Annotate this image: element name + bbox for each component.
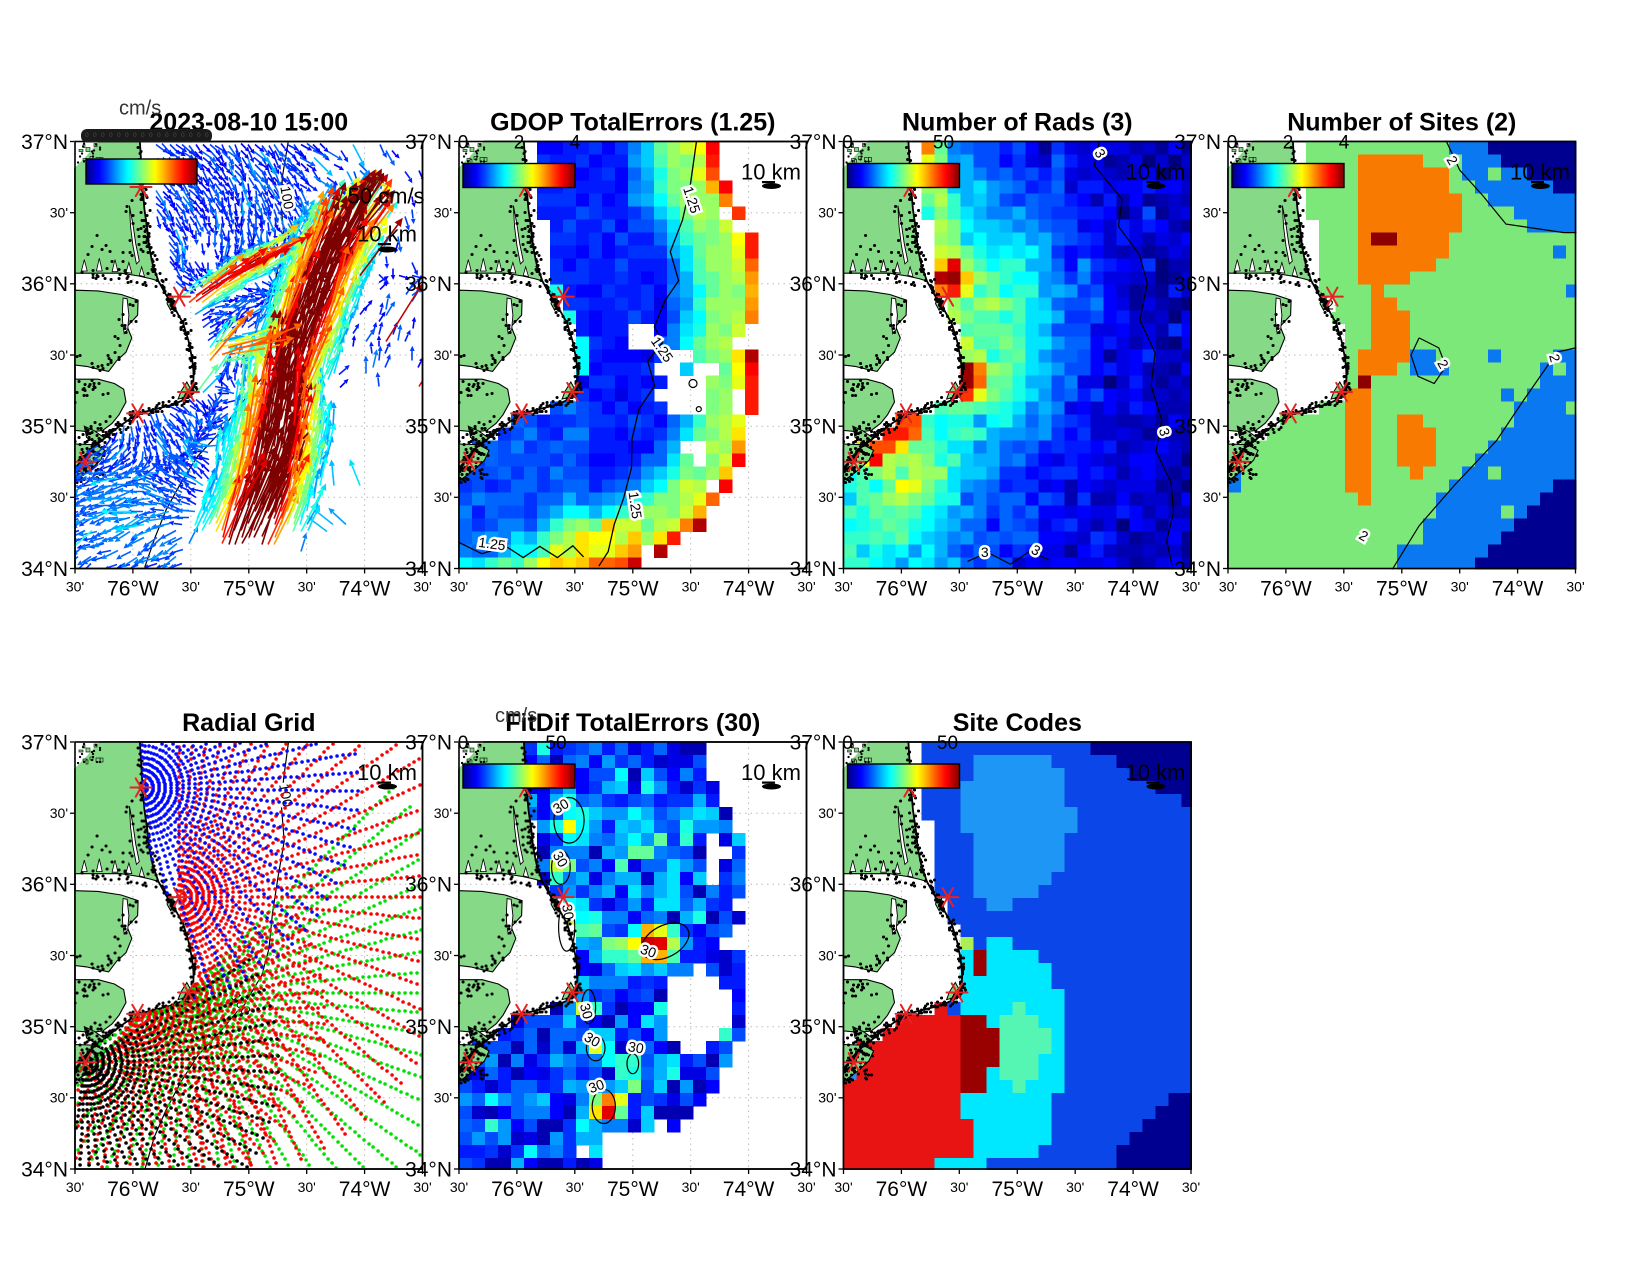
svg-text:10 km: 10 km <box>357 222 417 247</box>
svg-text:0: 0 <box>157 132 161 139</box>
svg-text:cm/s: cm/s <box>495 705 537 727</box>
svg-text:Radial Grid: Radial Grid <box>182 709 315 737</box>
svg-text:100: 100 <box>276 782 296 808</box>
svg-text:0: 0 <box>109 132 113 139</box>
svg-text:100: 100 <box>277 185 297 211</box>
svg-text:50: 50 <box>545 733 566 754</box>
svg-text:0: 0 <box>458 733 469 754</box>
svg-text:0: 0 <box>141 132 145 139</box>
svg-text:4: 4 <box>1339 133 1350 154</box>
svg-text:0: 0 <box>117 132 121 139</box>
svg-text:0: 0 <box>133 132 137 139</box>
svg-text:0: 0 <box>149 132 153 139</box>
svg-text:2: 2 <box>1283 133 1294 154</box>
svg-text:0: 0 <box>93 132 97 139</box>
svg-text:2: 2 <box>514 133 525 154</box>
svg-text:4: 4 <box>570 133 581 154</box>
svg-text:FitDif TotalErrors (30): FitDif TotalErrors (30) <box>505 709 760 737</box>
svg-text:0: 0 <box>165 132 169 139</box>
svg-text:0: 0 <box>197 132 201 139</box>
svg-text:50: 50 <box>933 133 954 154</box>
svg-text:50 cm/s: 50 cm/s <box>347 184 424 209</box>
svg-text:0: 0 <box>85 132 89 139</box>
svg-text:0: 0 <box>205 132 209 139</box>
svg-text:0: 0 <box>101 132 105 139</box>
svg-text:0: 0 <box>125 132 129 139</box>
svg-text:0: 0 <box>1227 133 1238 154</box>
svg-text:Number of Rads (3): Number of Rads (3) <box>902 109 1133 137</box>
svg-text:0: 0 <box>189 132 193 139</box>
svg-text:0: 0 <box>181 132 185 139</box>
svg-text:GDOP TotalErrors (1.25): GDOP TotalErrors (1.25) <box>490 109 775 137</box>
svg-text:cm/s: cm/s <box>119 98 161 120</box>
svg-text:3: 3 <box>981 544 989 560</box>
svg-text:Number of Sites (2): Number of Sites (2) <box>1287 109 1516 137</box>
svg-text:0: 0 <box>842 133 853 154</box>
svg-text:30: 30 <box>627 1038 645 1056</box>
svg-text:0: 0 <box>458 133 469 154</box>
svg-text:0: 0 <box>173 132 177 139</box>
svg-text:0: 0 <box>842 733 853 754</box>
svg-text:50: 50 <box>937 733 958 754</box>
svg-text:Site Codes: Site Codes <box>953 709 1082 737</box>
